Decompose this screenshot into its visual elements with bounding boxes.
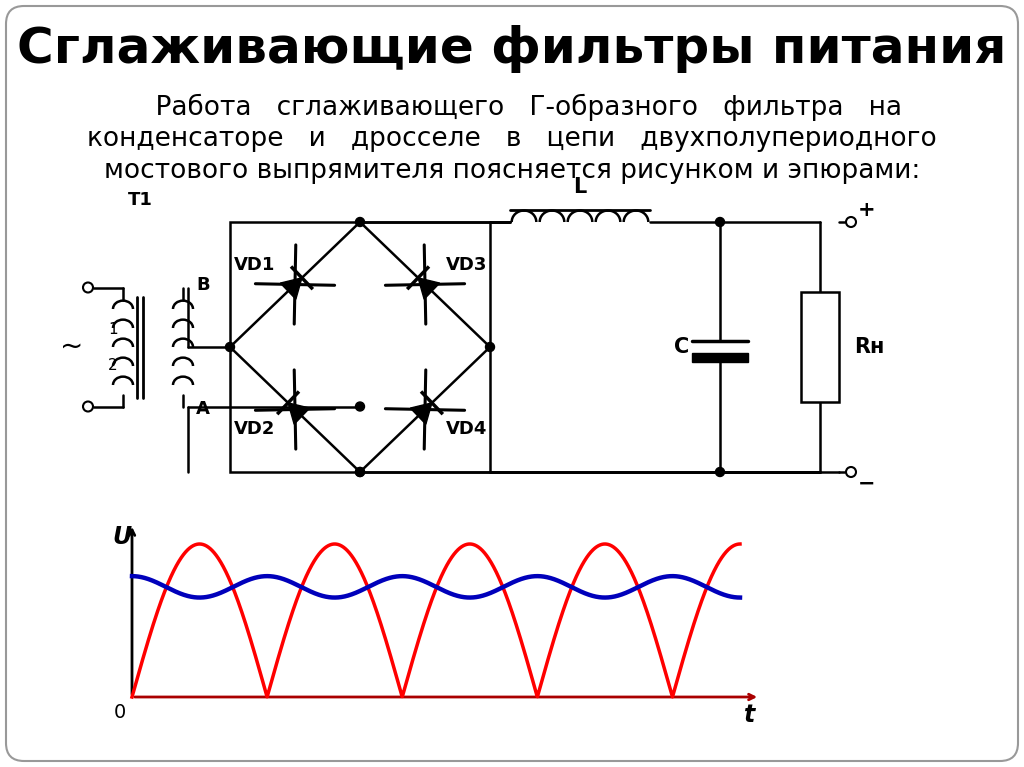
FancyBboxPatch shape [6, 6, 1018, 761]
Text: U: U [113, 525, 131, 549]
Text: конденсаторе   и   дросселе   в   цепи   двухполупериодного: конденсаторе и дросселе в цепи двухполуп… [87, 126, 937, 152]
Text: B: B [197, 276, 210, 295]
Text: −: − [858, 474, 876, 494]
Bar [801, 292, 839, 402]
Circle shape [716, 218, 725, 226]
Text: t: t [744, 703, 756, 727]
Text: мостового выпрямителя поясняется рисунком и эпюрами:: мостового выпрямителя поясняется рисунко… [103, 158, 921, 184]
Text: Сглаживающие фильтры питания: Сглаживающие фильтры питания [17, 25, 1007, 73]
Text: 0: 0 [114, 703, 126, 722]
Bar [692, 353, 748, 362]
Bar [230, 222, 490, 472]
Polygon shape [418, 278, 439, 299]
Text: +: + [858, 200, 876, 220]
Circle shape [716, 468, 725, 476]
Circle shape [355, 468, 365, 476]
Text: VD1: VD1 [234, 255, 275, 274]
Circle shape [846, 467, 856, 477]
Text: A: A [196, 400, 210, 417]
Circle shape [846, 217, 856, 227]
Text: T1: T1 [128, 191, 153, 209]
Text: VD4: VD4 [446, 420, 487, 439]
Text: 2: 2 [109, 357, 118, 373]
Circle shape [485, 343, 495, 351]
Text: Работа   сглаживающего   Г-образного   фильтра   на: Работа сглаживающего Г-образного фильтра… [122, 94, 902, 120]
Text: 1: 1 [109, 321, 118, 337]
Circle shape [355, 402, 365, 411]
Text: VD3: VD3 [446, 255, 487, 274]
Text: ~: ~ [60, 333, 84, 361]
Text: VD2: VD2 [234, 420, 275, 439]
Polygon shape [281, 278, 302, 299]
Circle shape [83, 282, 93, 292]
Circle shape [83, 401, 93, 412]
Circle shape [225, 343, 234, 351]
Text: L: L [573, 177, 587, 197]
Polygon shape [288, 403, 309, 424]
Text: Rн: Rн [854, 337, 884, 357]
Polygon shape [411, 403, 432, 424]
Circle shape [355, 468, 365, 476]
Text: C: C [675, 337, 689, 357]
Circle shape [355, 218, 365, 226]
